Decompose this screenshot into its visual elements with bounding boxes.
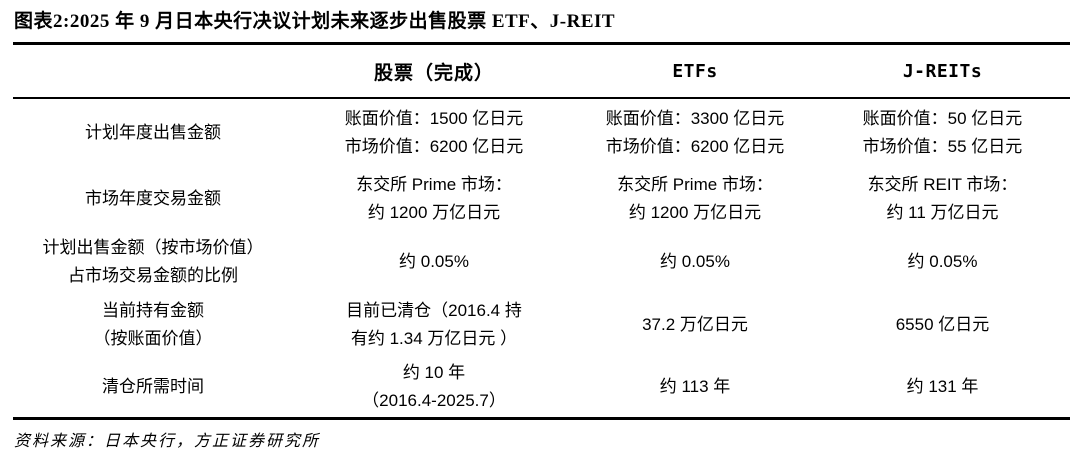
header-stocks: 股票（完成） bbox=[293, 45, 575, 99]
cell-line: 6550 亿日元 bbox=[895, 315, 990, 334]
row-label: 当前持有金额 （按账面价值） bbox=[13, 293, 293, 357]
cell-line: 约 113 年 bbox=[659, 376, 731, 396]
cell-line: 目前已清仓（2016.4 持 bbox=[346, 301, 522, 320]
cell-line: 约 10 年 bbox=[402, 362, 466, 382]
cell-line: 约 1200 万亿日元 bbox=[628, 203, 762, 222]
figure-title: 图表2:2025 年 9 月日本央行决议计划未来逐步出售股票 ETF、J-REI… bbox=[13, 0, 1070, 45]
cell-line: 约 0.05% bbox=[660, 252, 730, 271]
cell-line: 账面价值：50 亿日元 bbox=[862, 109, 1023, 128]
cell-line: 约 0.05% bbox=[399, 252, 469, 271]
table-row-current-holdings: 当前持有金额 （按账面价值） 目前已清仓（2016.4 持 有约 1.34 万亿… bbox=[13, 293, 1070, 357]
cell-stocks: 目前已清仓（2016.4 持 有约 1.34 万亿日元 ） bbox=[293, 293, 575, 357]
cell-stocks: 约 10 年 （2016.4-2025.7） bbox=[293, 357, 575, 418]
cell-line: 东交所 Prime 市场： bbox=[617, 175, 773, 194]
cell-line: 账面价值：1500 亿日元 bbox=[344, 109, 524, 128]
row-label: 计划年度出售金额 bbox=[13, 98, 293, 167]
cell-line: 计划出售金额（按市场价值） bbox=[42, 238, 264, 257]
cell-etfs: 东交所 Prime 市场： 约 1200 万亿日元 bbox=[575, 167, 815, 231]
cell-line: （2016.4-2025.7） bbox=[362, 390, 506, 410]
table-row-sale-ratio-of-turnover: 计划出售金额（按市场价值） 占市场交易金额的比例 约 0.05% 约 0.05%… bbox=[13, 231, 1070, 293]
cell-stocks: 东交所 Prime 市场： 约 1200 万亿日元 bbox=[293, 167, 575, 231]
header-empty bbox=[13, 45, 293, 99]
cell-line: 清仓所需时间 bbox=[102, 376, 204, 396]
row-label: 计划出售金额（按市场价值） 占市场交易金额的比例 bbox=[13, 231, 293, 293]
header-jreits: J-REITs bbox=[815, 45, 1070, 99]
cell-line: 约 131 年 bbox=[906, 376, 979, 396]
row-label: 清仓所需时间 bbox=[13, 357, 293, 418]
table-row-annual-market-turnover: 市场年度交易金额 东交所 Prime 市场： 约 1200 万亿日元 东交所 P… bbox=[13, 167, 1070, 231]
cell-line: 约 0.05% bbox=[907, 252, 978, 271]
cell-etfs: 约 113 年 bbox=[575, 357, 815, 418]
header-row: 股票（完成） ETFs J-REITs bbox=[13, 45, 1070, 99]
cell-line: （按账面价值） bbox=[93, 329, 213, 348]
cell-line: 占市场交易金额的比例 bbox=[68, 266, 238, 285]
cell-line: 约 11 万亿日元 bbox=[886, 203, 999, 222]
cell-line: 账面价值：3300 亿日元 bbox=[605, 109, 785, 128]
data-source-note: 资料来源：日本央行，方正证券研究所 bbox=[14, 432, 321, 450]
row-label: 市场年度交易金额 bbox=[13, 167, 293, 231]
cell-line: 37.2 万亿日元 bbox=[642, 315, 748, 334]
cell-stocks: 账面价值：1500 亿日元 市场价值：6200 亿日元 bbox=[293, 98, 575, 167]
cell-line: 东交所 Prime 市场： bbox=[356, 175, 512, 194]
cell-line: 市场价值：55 亿日元 bbox=[862, 137, 1023, 156]
cell-line: 有约 1.34 万亿日元 ） bbox=[350, 329, 518, 348]
cell-line: 计划年度出售金额 bbox=[85, 123, 221, 142]
table-body: 计划年度出售金额 账面价值：1500 亿日元 市场价值：6200 亿日元 账面价… bbox=[13, 98, 1070, 418]
cell-jreits: 6550 亿日元 bbox=[815, 293, 1070, 357]
cell-etfs: 37.2 万亿日元 bbox=[575, 293, 815, 357]
cell-etfs: 约 0.05% bbox=[575, 231, 815, 293]
cell-etfs: 账面价值：3300 亿日元 市场价值：6200 亿日元 bbox=[575, 98, 815, 167]
cell-line: 约 1200 万亿日元 bbox=[367, 203, 501, 222]
boj-sale-plan-table: 股票（完成） ETFs J-REITs 计划年度出售金额 账面价值：1500 亿… bbox=[13, 45, 1070, 420]
table-row-time-to-liquidate: 清仓所需时间 约 10 年 （2016.4-2025.7） 约 113 年 约 … bbox=[13, 357, 1070, 418]
cell-jreits: 约 131 年 bbox=[815, 357, 1070, 418]
cell-line: 当前持有金额 bbox=[102, 301, 204, 320]
cell-line: 市场价值：6200 亿日元 bbox=[344, 137, 524, 156]
cell-jreits: 东交所 REIT 市场： 约 11 万亿日元 bbox=[815, 167, 1070, 231]
table-header: 股票（完成） ETFs J-REITs bbox=[13, 45, 1070, 99]
header-etfs: ETFs bbox=[575, 45, 815, 99]
cell-jreits: 约 0.05% bbox=[815, 231, 1070, 293]
cell-jreits: 账面价值：50 亿日元 市场价值：55 亿日元 bbox=[815, 98, 1070, 167]
table-row-annual-sale-amount: 计划年度出售金额 账面价值：1500 亿日元 市场价值：6200 亿日元 账面价… bbox=[13, 98, 1070, 167]
cell-line: 市场价值：6200 亿日元 bbox=[605, 137, 785, 156]
cell-line: 东交所 REIT 市场： bbox=[867, 175, 1018, 194]
cell-stocks: 约 0.05% bbox=[293, 231, 575, 293]
figure-container: 图表2:2025 年 9 月日本央行决议计划未来逐步出售股票 ETF、J-REI… bbox=[13, 0, 1070, 451]
cell-line: 市场年度交易金额 bbox=[85, 189, 221, 208]
